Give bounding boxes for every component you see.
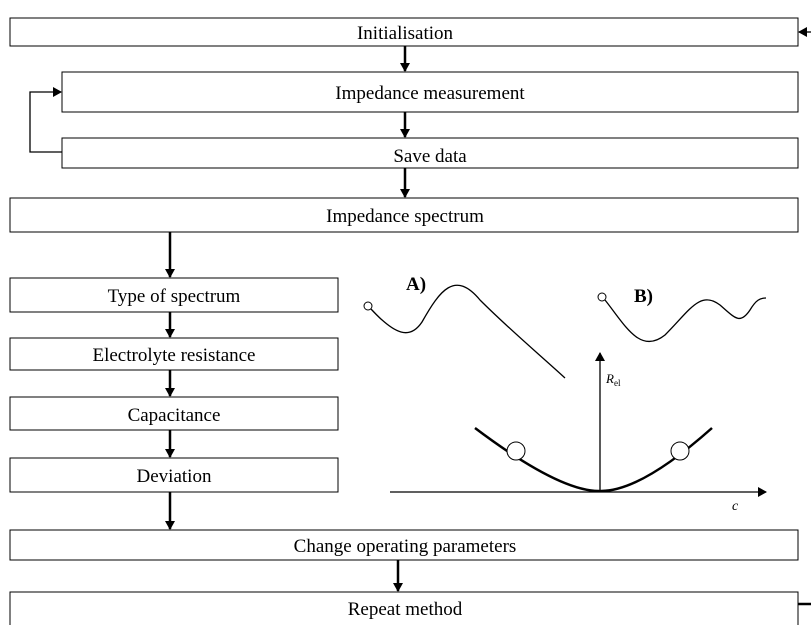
box-label: Type of spectrum — [108, 286, 241, 307]
box-label: Save data — [393, 146, 467, 167]
axes — [390, 352, 767, 497]
curve-label: B) — [634, 286, 653, 307]
box-label: Initialisation — [357, 23, 454, 44]
box — [9, 457, 339, 493]
y-axis-symbol: R — [605, 371, 614, 386]
box-label: Impedance spectrum — [326, 206, 484, 227]
arrows — [29, 27, 811, 606]
box-label: Repeat method — [348, 599, 463, 620]
curve-label: A) — [406, 274, 426, 295]
y-axis-label: Rel — [605, 371, 621, 388]
sketch-curves — [363, 284, 767, 379]
box-label: Deviation — [137, 466, 212, 487]
y-axis-subscript: el — [614, 378, 621, 388]
x-axis-label: c — [732, 499, 739, 514]
box — [9, 17, 799, 47]
box-label: Capacitance — [128, 405, 221, 426]
box — [61, 137, 799, 169]
box — [9, 396, 339, 431]
box-label: Impedance measurement — [335, 83, 525, 104]
box — [61, 71, 799, 113]
box — [9, 197, 799, 233]
box — [9, 591, 799, 625]
box — [9, 529, 799, 561]
box — [9, 337, 339, 371]
box-label: Change operating parameters — [294, 536, 517, 557]
box-label: Electrolyte resistance — [92, 345, 255, 366]
box — [9, 277, 339, 313]
